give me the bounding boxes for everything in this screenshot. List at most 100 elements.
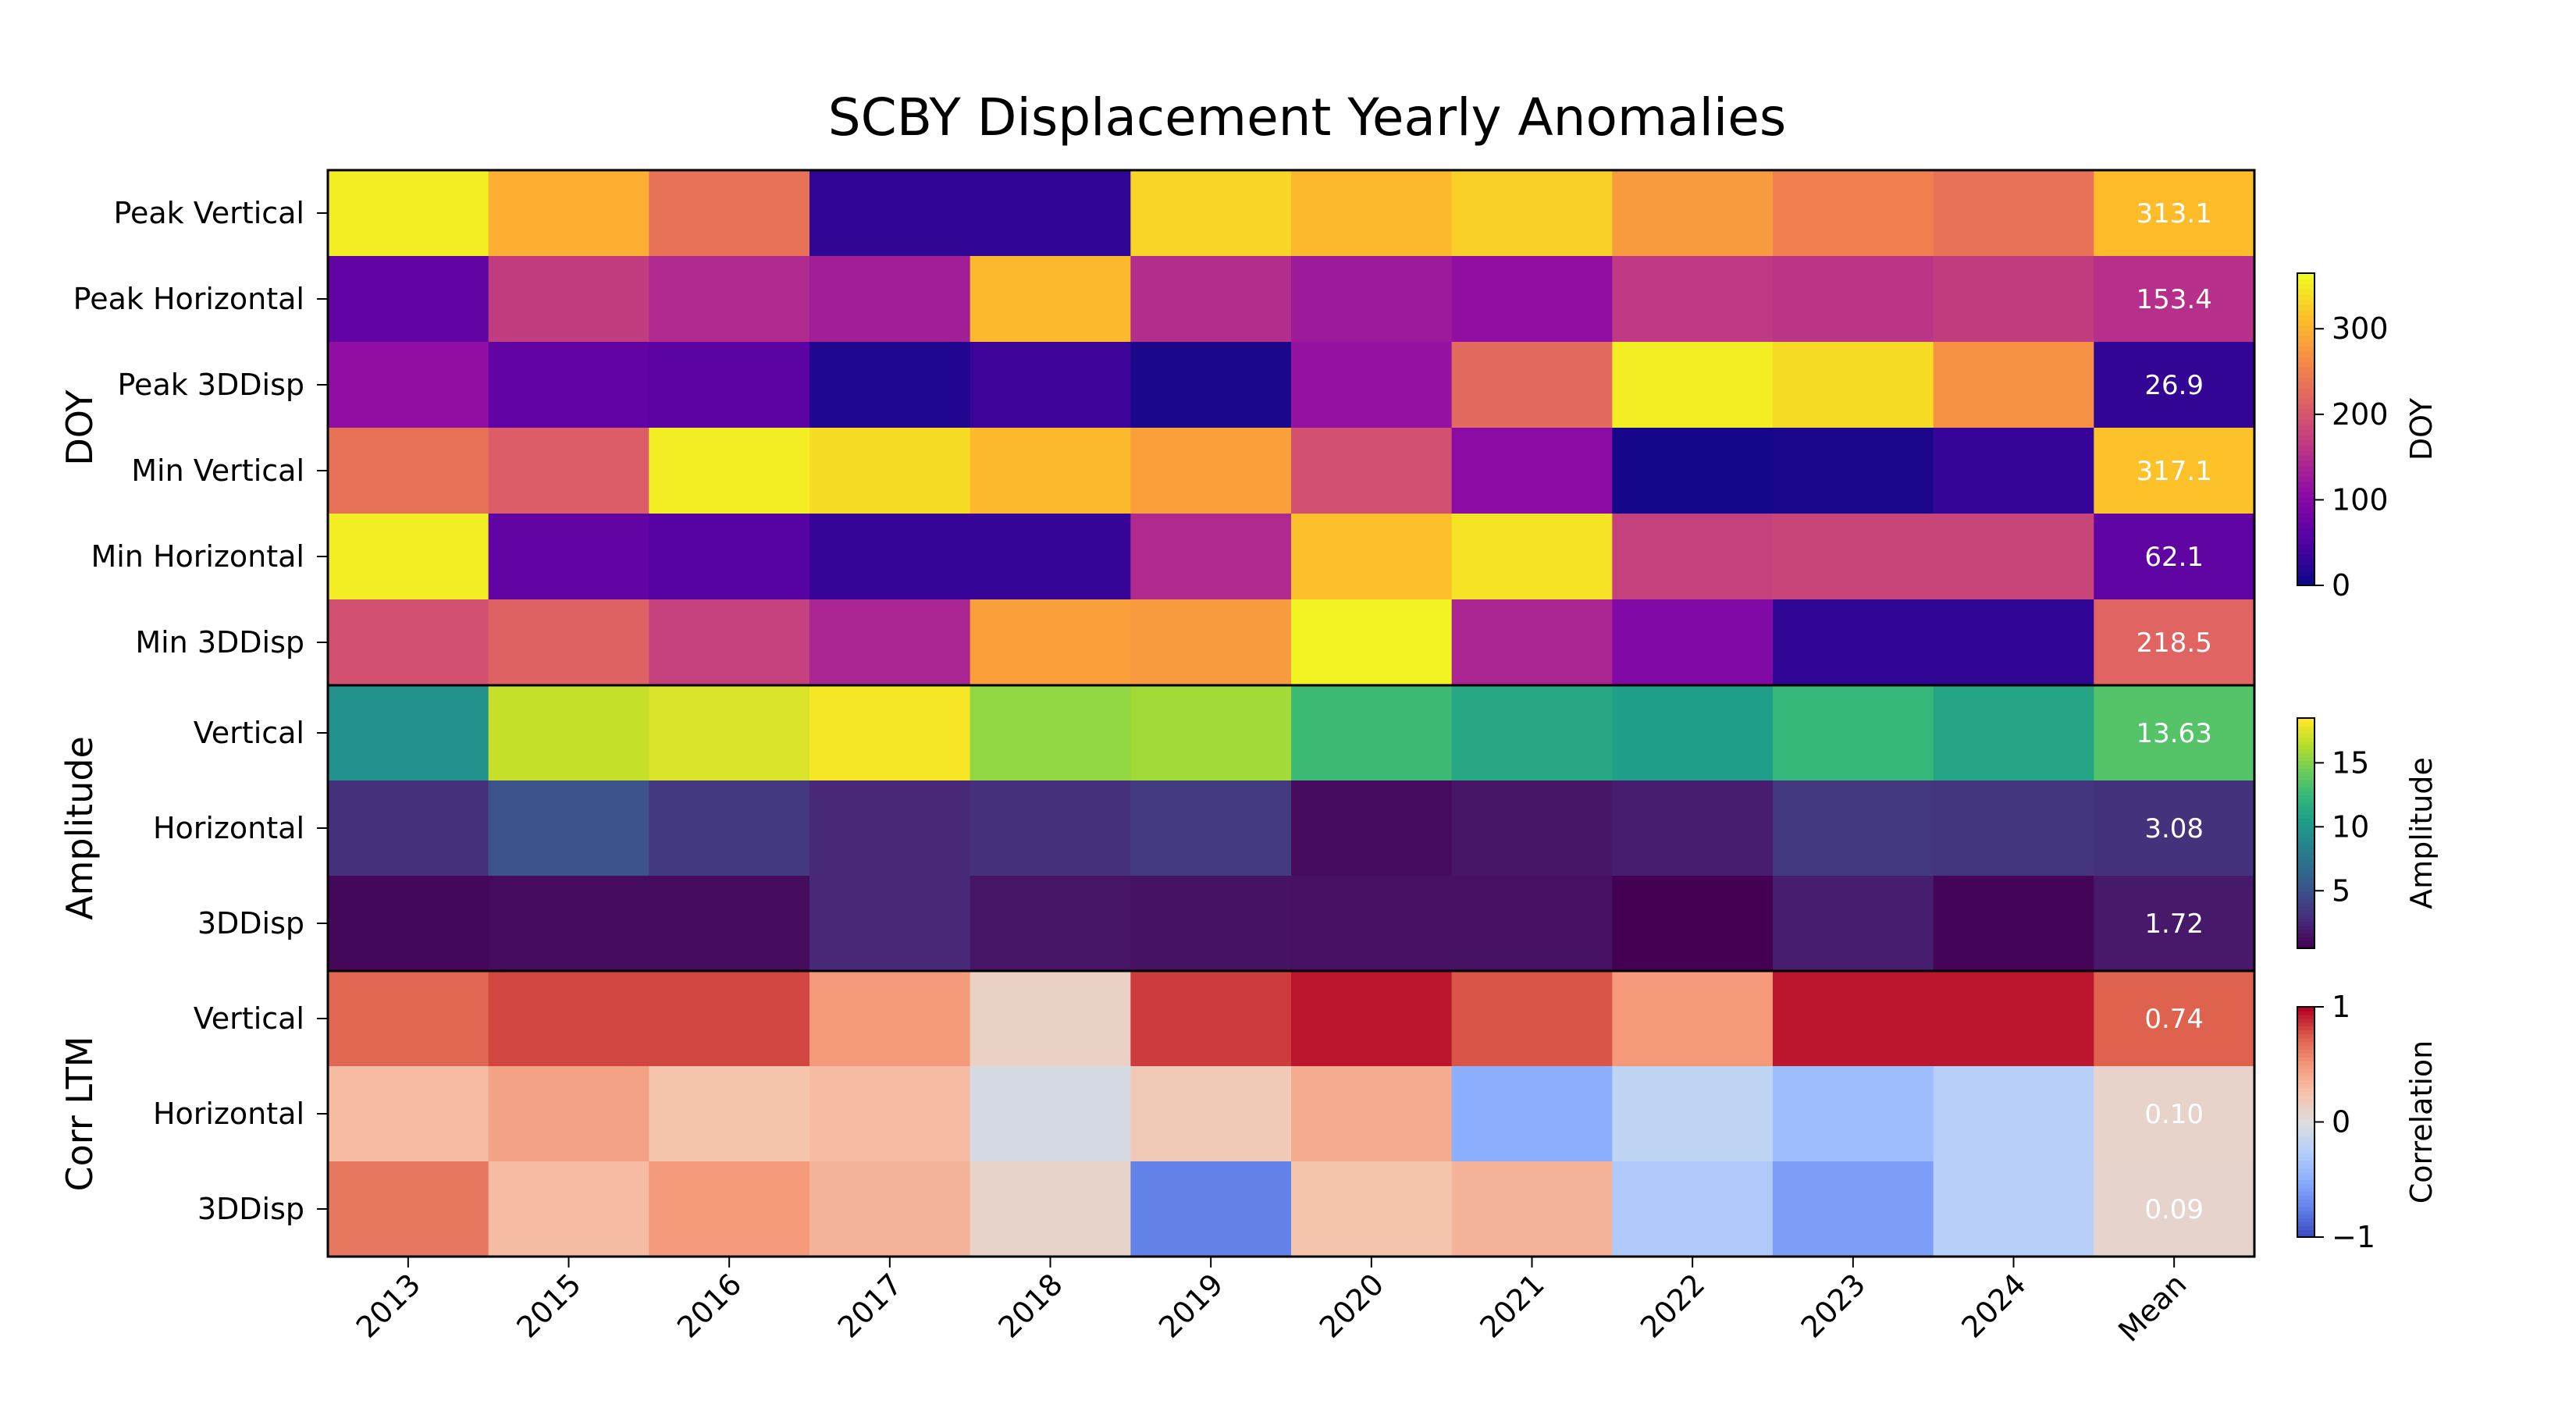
colorbar-segment — [2297, 471, 2314, 477]
colorbar-segment — [2297, 289, 2314, 295]
mean-value-label: 1.72 — [2144, 908, 2204, 940]
colorbar-segment — [2297, 721, 2314, 727]
mean-value-label: 62.1 — [2144, 542, 2204, 573]
mean-value-label: 0.10 — [2144, 1099, 2204, 1130]
colorbar-segment — [2297, 841, 2314, 846]
column-label: 2024 — [1955, 1267, 2033, 1345]
colorbar-segment — [2297, 887, 2314, 892]
colorbar-segment — [2297, 917, 2314, 923]
heatmap-cell — [1451, 514, 1613, 600]
heatmap-cell — [328, 1066, 489, 1162]
panel-group-label: Amplitude — [59, 736, 101, 920]
colorbar-segment — [2297, 1160, 2314, 1165]
heatmap-cell — [1933, 599, 2094, 686]
colorbar-segment — [2297, 382, 2314, 389]
heatmap-cell — [649, 428, 810, 514]
heatmap-cell — [2094, 170, 2255, 257]
heatmap-cell — [488, 514, 649, 600]
heatmap-cell — [1612, 971, 1774, 1067]
heatmap-cell — [1612, 342, 1774, 428]
colorbar-segment — [2297, 387, 2314, 394]
heatmap-cell — [488, 876, 649, 972]
mean-value-label: 0.74 — [2144, 1004, 2204, 1035]
colorbar-segment — [2297, 533, 2314, 539]
heatmap-cell — [1451, 685, 1613, 781]
column-label: 2020 — [1313, 1267, 1391, 1345]
column-label: 2022 — [1634, 1267, 1712, 1345]
colorbar-segment — [2297, 1056, 2314, 1061]
colorbar-segment — [2297, 1110, 2314, 1115]
colorbar-segment — [2297, 810, 2314, 815]
heatmap-cell — [1773, 876, 1934, 972]
heatmap-cell — [649, 780, 810, 876]
row-label: Peak Horizontal — [73, 282, 304, 316]
colorbar-segment — [2297, 309, 2314, 316]
colorbar-tick-label: 300 — [2332, 311, 2389, 346]
colorbar-segment — [2297, 356, 2314, 363]
heatmap-cell — [1773, 1161, 1934, 1257]
heatmap-cell — [488, 170, 649, 257]
colorbar-segment — [2297, 1187, 2314, 1192]
colorbar-segment — [2297, 1175, 2314, 1181]
heatmap-cell — [1933, 876, 2094, 972]
colorbar-segment — [2297, 798, 2314, 803]
colorbar-segment — [2297, 1198, 2314, 1204]
colorbar-segment — [2297, 403, 2314, 410]
heatmap-cell — [970, 170, 1131, 257]
heatmap-cell — [809, 685, 971, 781]
heatmap-cell — [328, 876, 489, 972]
colorbar-segment — [2297, 1194, 2314, 1200]
heatmap-cell — [1130, 780, 1292, 876]
colorbar-segment — [2297, 1229, 2314, 1234]
colorbar-segment — [2297, 748, 2314, 754]
heatmap-cell — [488, 685, 649, 781]
heatmap-cell — [970, 342, 1131, 428]
colorbar-segment — [2297, 813, 2314, 819]
heatmap-cell — [488, 428, 649, 514]
colorbar-segment — [2297, 1129, 2314, 1135]
colorbar-segment — [2297, 455, 2314, 461]
colorbar-segment — [2297, 944, 2314, 949]
row-label: 3DDisp — [197, 906, 304, 940]
heatmap-cell — [488, 971, 649, 1067]
heatmap-cell — [1451, 170, 1613, 257]
colorbar-segment — [2297, 580, 2314, 586]
heatmap-cell — [1291, 428, 1453, 514]
heatmap-cell — [328, 170, 489, 257]
heatmap-cell — [488, 256, 649, 343]
heatmap-cell — [649, 1161, 810, 1257]
heatmap-cell — [1451, 876, 1613, 972]
heatmap-cell — [328, 780, 489, 876]
colorbar-segment — [2297, 791, 2314, 796]
colorbar-segment — [2297, 767, 2314, 773]
colorbar-segment — [2297, 1233, 2314, 1238]
colorbar-segment — [2297, 844, 2314, 849]
heatmap-cell — [1933, 342, 2094, 428]
colorbar-segment — [2297, 1007, 2314, 1012]
colorbar-label: DOY — [2404, 397, 2439, 460]
colorbar-segment — [2297, 554, 2314, 560]
mean-value-label: 313.1 — [2136, 198, 2211, 229]
colorbar-segment — [2297, 1148, 2314, 1154]
colorbar-segment — [2297, 725, 2314, 731]
colorbar-segment — [2297, 821, 2314, 827]
heatmap-cell — [1451, 342, 1613, 428]
colorbar-frame — [2297, 717, 2315, 949]
heatmap-cell — [328, 514, 489, 600]
heatmap-cell — [328, 971, 489, 1067]
row-label: Horizontal — [153, 1097, 304, 1131]
colorbar-segment — [2297, 1106, 2314, 1111]
heatmap-cell — [2094, 685, 2255, 781]
heatmap-cell — [970, 599, 1131, 686]
mean-value-label: 153.4 — [2136, 284, 2211, 315]
colorbar-segment — [2297, 1033, 2314, 1039]
colorbar-segment — [2297, 361, 2314, 368]
heatmap-cell — [809, 170, 971, 257]
colorbar-segment — [2297, 863, 2314, 869]
colorbar-segment — [2297, 752, 2314, 757]
colorbar-tick-label: 1 — [2332, 990, 2350, 1024]
colorbar-segment — [2297, 460, 2314, 467]
colorbar-segment — [2297, 418, 2314, 425]
heatmap-cell — [1291, 971, 1453, 1067]
